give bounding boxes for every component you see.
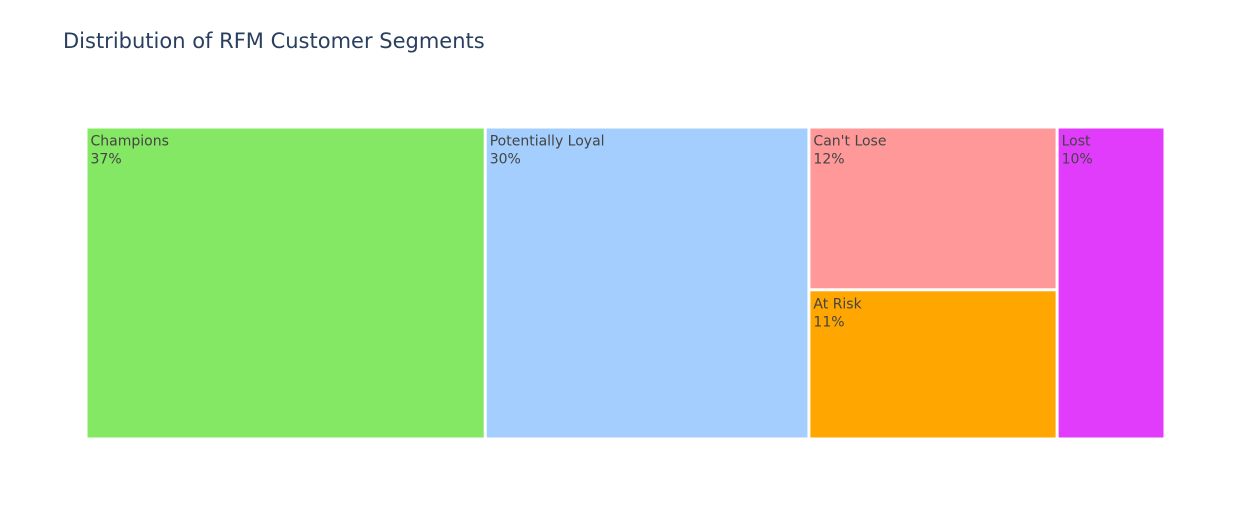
tile-lost[interactable]	[1058, 128, 1164, 438]
tile-potentially-loyal[interactable]	[486, 128, 808, 438]
tile-label-champions: Champions	[91, 134, 169, 150]
tile-percent-lost: 10%	[1062, 152, 1093, 168]
tile-at-risk[interactable]	[810, 291, 1056, 438]
tile-label-lost: Lost	[1062, 134, 1091, 150]
tile-percent-at-risk: 11%	[813, 314, 844, 330]
tile-can-t-lose[interactable]	[810, 128, 1056, 289]
tile-label-potentially-loyal: Potentially Loyal	[490, 134, 605, 150]
tile-percent-champions: 37%	[91, 152, 122, 168]
tile-percent-can-t-lose: 12%	[813, 152, 844, 168]
tile-label-at-risk: At Risk	[813, 296, 862, 312]
tile-champions[interactable]	[87, 128, 484, 438]
chart-title: Distribution of RFM Customer Segments	[63, 29, 485, 53]
tile-percent-potentially-loyal: 30%	[490, 152, 521, 168]
tile-label-can-t-lose: Can't Lose	[813, 134, 886, 150]
